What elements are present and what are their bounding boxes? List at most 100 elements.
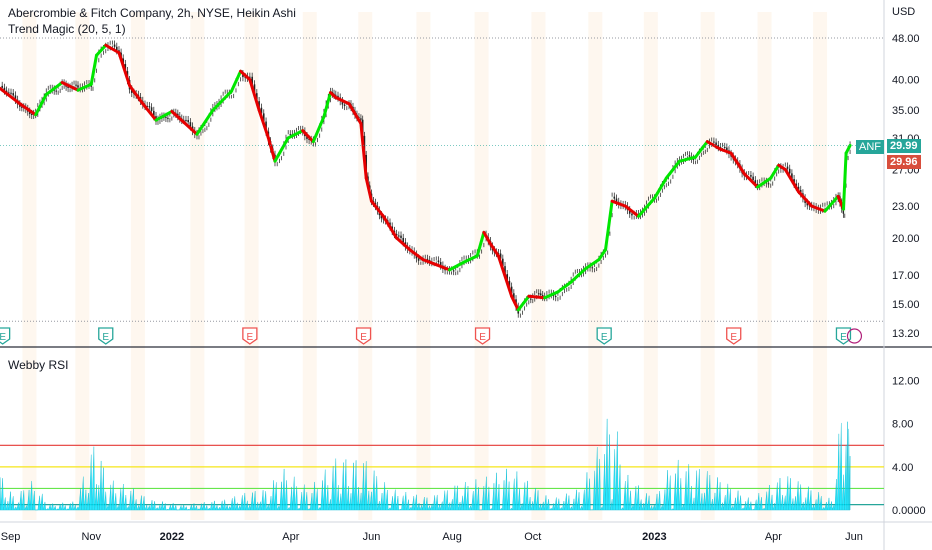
candle-body — [710, 141, 713, 143]
candle-body — [723, 146, 726, 148]
candle-body — [75, 84, 77, 86]
session-stripe — [190, 12, 205, 520]
trend-magic-segment — [664, 159, 682, 180]
candle-body — [510, 286, 513, 294]
candle-body — [554, 296, 557, 298]
candle-body — [433, 261, 435, 263]
earnings-letter: E — [360, 332, 367, 343]
rsi-tick-label: 12.00 — [892, 376, 920, 388]
candle-body — [380, 215, 383, 219]
candle-body — [561, 288, 564, 293]
earnings-icon[interactable] — [355, 327, 372, 345]
trend-magic-segment — [742, 172, 760, 189]
earnings-letter: E — [840, 332, 847, 343]
time-tick-label: 2023 — [642, 531, 666, 543]
candle-body — [506, 274, 509, 281]
rsi-tick-label: 0.0000 — [892, 505, 926, 517]
candle-body — [521, 306, 524, 311]
candle-body — [504, 266, 506, 275]
candle-body — [171, 113, 173, 117]
trend-magic-segment — [76, 82, 93, 92]
session-stripe — [813, 12, 828, 520]
time-tick-label: Jun — [845, 531, 863, 543]
currency-label: USD — [892, 6, 916, 18]
trend-magic-segment — [693, 140, 709, 159]
candle-body — [169, 116, 171, 119]
candle-body — [769, 181, 772, 184]
session-stripe — [643, 12, 658, 520]
candle-body — [235, 82, 237, 89]
trend-magic-segment — [421, 258, 438, 267]
candle-body — [702, 149, 705, 151]
trend-magic-segment — [584, 258, 601, 271]
trend-magic-segment — [610, 199, 627, 208]
trend-magic-segment — [229, 69, 243, 93]
earnings-icon[interactable] — [242, 327, 258, 345]
candle-body — [130, 89, 133, 93]
trend-magic-segment — [195, 108, 215, 136]
trend-magic-segment — [844, 143, 852, 155]
candle-body — [717, 144, 720, 148]
candle-body — [647, 200, 650, 205]
candle-body — [244, 77, 247, 79]
candle-body — [529, 298, 532, 300]
trend-magic-segment — [434, 263, 451, 272]
candle-body — [30, 113, 33, 115]
candle-body — [559, 292, 561, 296]
earnings-icon[interactable] — [835, 327, 852, 345]
earnings-icon[interactable] — [474, 327, 491, 345]
candle-body — [187, 120, 189, 123]
candle-body — [150, 107, 153, 111]
candle-body — [595, 263, 598, 267]
rsi-area — [0, 418, 851, 511]
candle-body — [704, 147, 707, 150]
candle-body — [771, 176, 774, 182]
trend-magic-segment — [34, 92, 48, 117]
session-stripe — [75, 12, 90, 520]
candle-body — [251, 76, 253, 85]
earnings-letter: E — [0, 332, 6, 343]
candle-body — [842, 208, 845, 214]
session-stripe — [130, 12, 145, 520]
price-tick-label: 15.00 — [892, 299, 920, 311]
candle-body — [224, 93, 226, 96]
candle-body — [457, 268, 459, 271]
candle-body — [280, 151, 283, 157]
candle-body — [686, 155, 689, 157]
candle-body — [185, 119, 187, 121]
candle-body — [826, 205, 828, 207]
trend-magic-segment — [334, 95, 351, 106]
candle-body — [167, 117, 169, 119]
candle-body — [713, 141, 715, 143]
candle-body — [513, 293, 515, 300]
candle-body — [232, 88, 235, 94]
dividend-icon[interactable] — [846, 328, 863, 344]
candle-body — [256, 93, 258, 102]
candle-body — [308, 139, 310, 141]
earnings-letter: E — [479, 332, 486, 343]
candle-body — [337, 95, 339, 98]
trend-magic-segment — [369, 199, 385, 218]
trend-magic-segment — [301, 129, 315, 144]
trend-magic-segment — [623, 204, 641, 218]
candle-body — [797, 186, 800, 190]
candle-body — [459, 264, 461, 269]
trend-magic-segment — [128, 83, 145, 106]
candle-body — [73, 84, 75, 86]
earnings-icon[interactable] — [98, 327, 114, 345]
candle-body — [420, 260, 422, 262]
candle-body — [202, 127, 204, 130]
price-tick-label: 23.00 — [892, 201, 920, 213]
trend-magic-segment — [248, 78, 261, 112]
time-tick-label: Apr — [765, 531, 782, 543]
earnings-icon[interactable] — [0, 327, 11, 345]
candle-body — [750, 175, 752, 177]
earnings-icon[interactable] — [726, 327, 742, 345]
trend-magic-segment — [381, 214, 399, 240]
trend-magic-segment — [527, 294, 547, 300]
earnings-icon[interactable] — [596, 327, 612, 345]
trend-magic-segment — [462, 254, 479, 264]
candle-body — [847, 149, 849, 156]
time-tick-label: Sep — [1, 531, 21, 543]
